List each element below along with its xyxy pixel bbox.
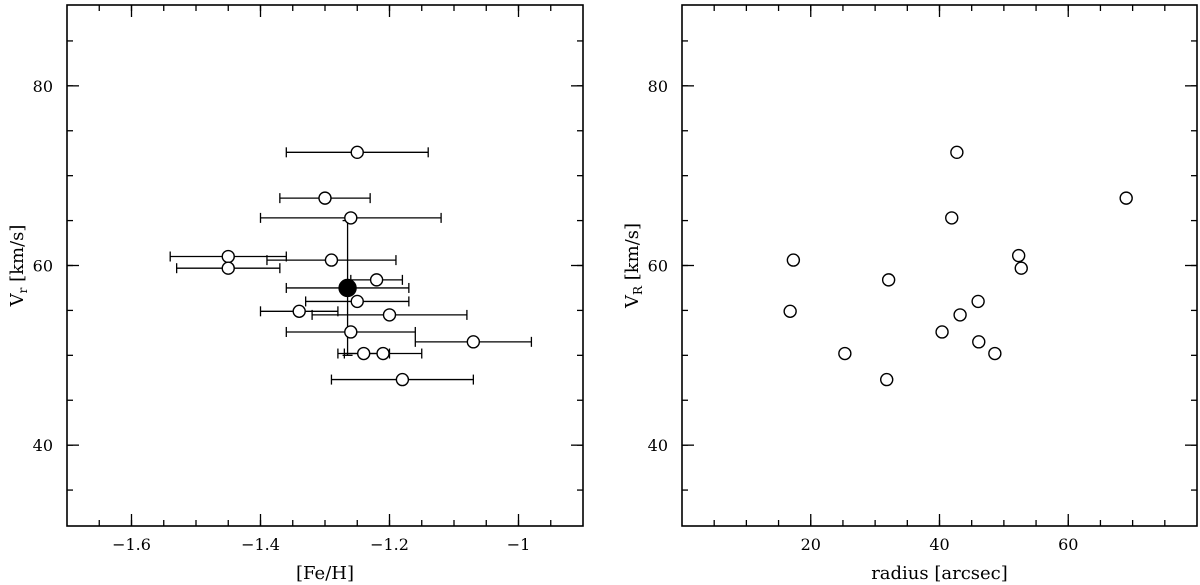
x-tick-label: −1.6 [112,535,151,554]
y-tick-label: 80 [648,77,668,96]
data-point [880,372,894,387]
data-point [1011,248,1026,263]
data-point [935,325,949,339]
data-point [972,335,986,349]
data-point [324,253,339,267]
data-point [1119,191,1133,205]
x-tick-label: 60 [1058,535,1078,554]
data-point [786,253,801,267]
x-axis-label: [Fe/H] [296,563,354,584]
y-axis-label-symbol: V [7,292,28,307]
data-point [344,211,358,225]
data-point [395,372,410,387]
data-point [221,249,235,264]
data-point [881,273,896,287]
data-point [376,346,390,361]
x-tick-label: 40 [929,535,949,554]
plot-frame [66,4,584,527]
data-point [344,325,358,339]
data-point [783,304,797,319]
data-point [318,191,332,205]
data-point [221,261,235,275]
panel-velocity-vs-metallicity: −1.6 −1.4 −1.2 −1 40 60 80 [Fe/H] Vr [km/s] [7,4,584,584]
y-axis-label-subscript: r [16,287,30,293]
y-tick-label: 80 [33,77,53,96]
mean-data-point [338,278,357,298]
y-axis-label: VR [km/s] [622,223,645,309]
data-point [350,145,364,160]
x-tick-label: −1.2 [370,535,409,554]
x-tick-label: −1.4 [241,535,280,554]
x-axis-label: radius [arcsec] [871,563,1008,584]
y-axis-label-subscript: R [631,285,645,295]
data-point [1014,261,1028,275]
y-axis-label: Vr [km/s] [7,225,30,308]
data-point [988,346,1002,361]
y-axis-label-unit: [km/s] [622,223,643,286]
data-point [466,335,481,349]
y-tick-label: 60 [33,257,53,276]
y-tick-label: 40 [648,436,668,455]
y-tick-label: 60 [648,257,668,276]
y-axis-label-unit: [km/s] [7,225,28,288]
data-point [950,145,964,160]
data-point [369,273,384,287]
data-point [953,308,967,322]
data-point [945,211,959,225]
data-point [292,304,306,319]
panel-velocity-vs-radius: 20 40 60 40 60 80 radius [arcsec] VR [km/s] [622,4,1198,584]
x-tick-label: −1 [507,535,531,554]
y-tick-label: 40 [33,436,53,455]
data-point [350,294,364,309]
data-point [357,346,371,361]
data-point [838,346,852,361]
x-tick-label: 20 [801,535,821,554]
data-point [382,308,397,322]
plot-frame [681,4,1198,527]
data-point [971,294,985,309]
y-axis-label-symbol: V [622,294,643,309]
